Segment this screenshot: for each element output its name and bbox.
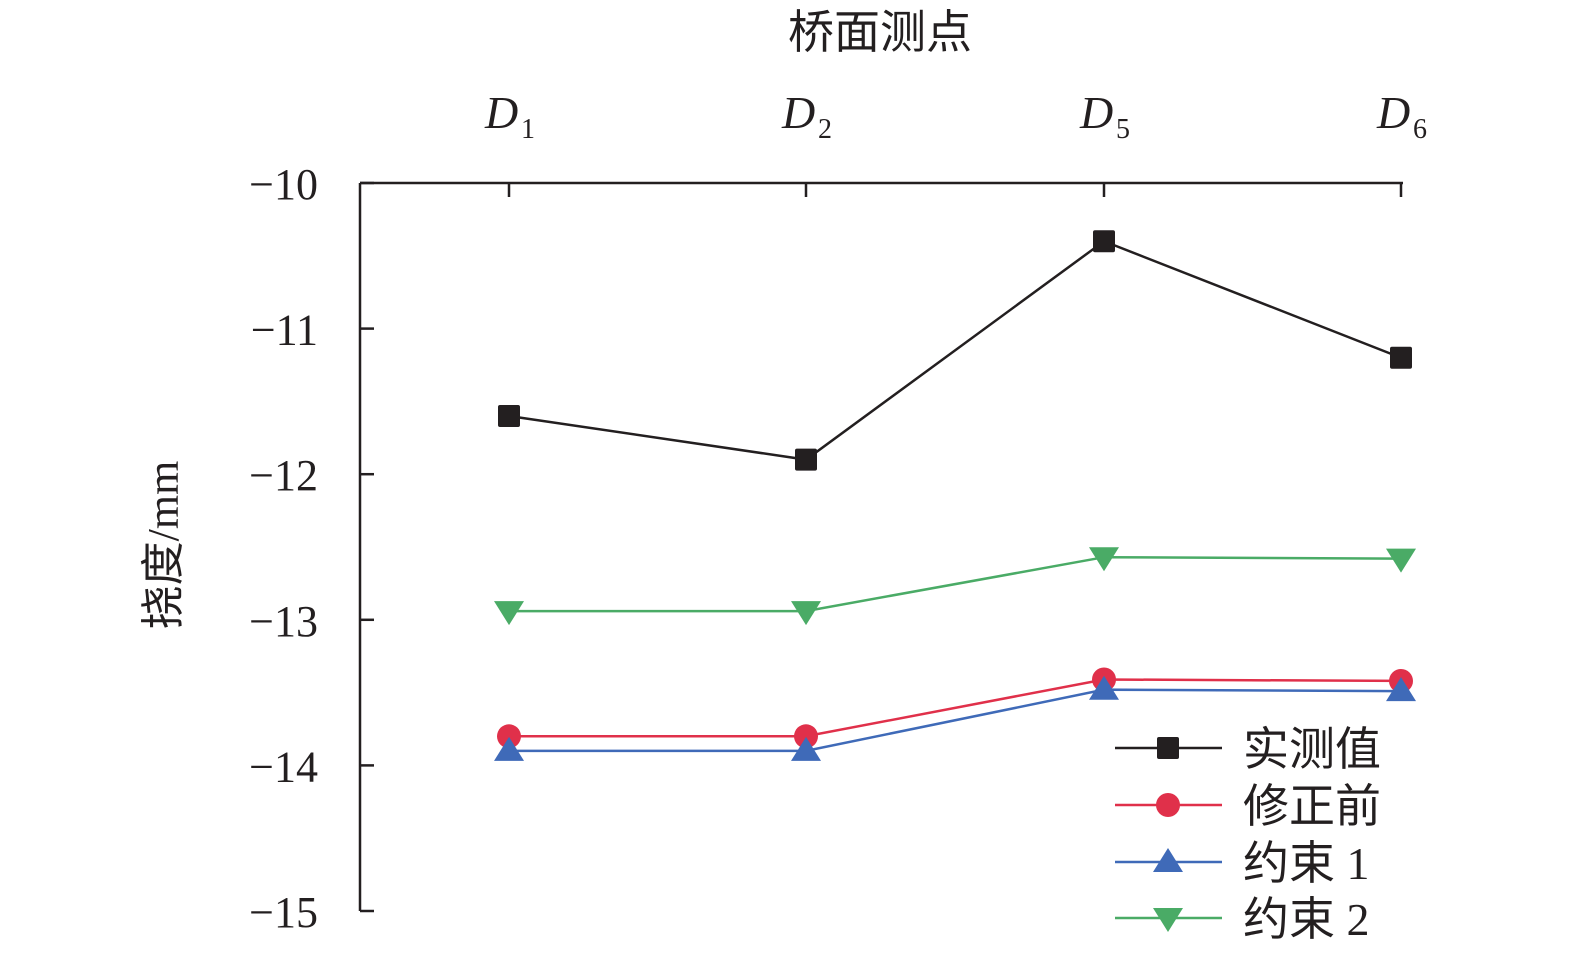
- series-triangle-down: [494, 547, 1416, 626]
- x-tick-label: D: [781, 87, 815, 138]
- series-line: [508, 239, 1402, 461]
- y-tick-label: −13: [249, 597, 318, 646]
- triangle-down-marker: [1089, 547, 1119, 572]
- y-tick-label: −14: [249, 742, 318, 791]
- legend-item: 修正前: [1115, 781, 1381, 832]
- series-line: [509, 678, 1402, 738]
- triangle-up-marker: [791, 736, 821, 761]
- series-line: [509, 688, 1402, 753]
- legend-item: 实测值: [1115, 724, 1381, 775]
- circle-marker: [1156, 793, 1180, 817]
- series-line: [509, 555, 1402, 613]
- axes: −10−11−12−13−14−15D 1 D 2 D 5 D 6: [249, 87, 1427, 937]
- square-marker: [1390, 346, 1412, 369]
- y-tick-label: −12: [249, 451, 318, 500]
- x-tick-subscript: 6: [1413, 114, 1427, 145]
- triangle-up-marker: [1153, 848, 1183, 872]
- circle-marker: [794, 724, 818, 749]
- x-tick-subscript: 5: [1116, 114, 1130, 145]
- x-tick-subscript: 1: [521, 114, 535, 145]
- triangle-up-marker: [1386, 677, 1416, 702]
- series-group: [494, 230, 1416, 761]
- x-tick-label: D: [484, 87, 518, 138]
- y-axis-title: 挠度/mm: [139, 461, 188, 630]
- triangle-down-marker: [1153, 908, 1183, 932]
- triangle-up-marker: [494, 736, 524, 761]
- series-square: [498, 230, 1412, 471]
- square-marker: [498, 404, 520, 427]
- legend-label: 实测值: [1243, 724, 1381, 775]
- x-tick-label: D: [1079, 87, 1113, 138]
- triangle-down-marker: [1386, 548, 1416, 573]
- legend-item: 约束 2: [1115, 894, 1370, 945]
- triangle-down-marker: [791, 601, 821, 626]
- square-marker: [1093, 230, 1115, 253]
- legend-label: 约束 1: [1243, 838, 1370, 889]
- y-tick-label: −11: [251, 306, 318, 355]
- y-tick-label: −10: [249, 160, 318, 209]
- triangle-down-marker: [494, 601, 524, 626]
- legend-label: 修正前: [1243, 781, 1381, 832]
- square-marker: [1157, 737, 1179, 759]
- triangle-up-marker: [1089, 675, 1119, 700]
- square-marker: [795, 448, 817, 471]
- series-triangle-up: [494, 675, 1416, 761]
- legend-item: 约束 1: [1115, 838, 1370, 889]
- x-tick-label: D: [1376, 87, 1410, 138]
- x-tick-subscript: 2: [818, 114, 832, 145]
- x-axis-title: 桥面测点: [788, 7, 972, 58]
- circle-marker: [497, 724, 521, 749]
- legend-label: 约束 2: [1243, 894, 1370, 945]
- y-tick-label: −15: [249, 888, 318, 937]
